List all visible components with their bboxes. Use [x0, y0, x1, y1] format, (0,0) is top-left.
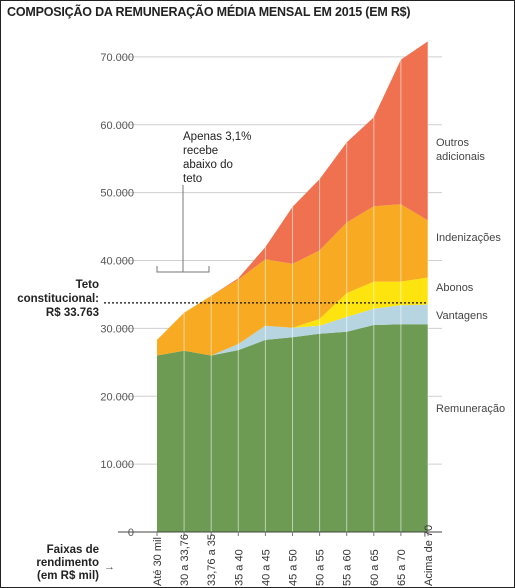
legend-outros-line1: Outros [436, 137, 470, 149]
ceiling-label-line2: constitucional: [17, 293, 99, 305]
legend-outros-line2: adicionais [436, 151, 485, 163]
x-tick-label: 30 a 33,76 [179, 534, 191, 586]
x-tick-label: 40 a 45 [260, 549, 272, 586]
annotation-line2: recebe [183, 145, 218, 157]
annotation-line1: Apenas 3,1% [183, 131, 251, 143]
x-tick-label: 65 a 70 [396, 549, 408, 586]
legend-vantagens: Vantagens [436, 310, 488, 322]
legend-remuneracao: Remuneração [436, 403, 505, 415]
y-tick-label: 50.000 [100, 188, 134, 200]
x-tick-label: 50 a 55 [315, 549, 327, 586]
x-tick-label: 60 a 65 [369, 549, 381, 586]
chart-title: COMPOSIÇÃO DA REMUNERAÇÃO MÉDIA MENSAL E… [7, 5, 411, 19]
y-tick-label: 60.000 [100, 120, 134, 132]
y-tick-label: 40.000 [100, 256, 134, 268]
x-tick-label: Acima de 70 [423, 525, 435, 586]
area-abonos [157, 277, 428, 356]
x-axis-label-line2: rendimento [36, 557, 99, 569]
x-tick-label: 35 a 40 [233, 549, 245, 586]
ceiling-label-line1: Teto [76, 279, 99, 291]
y-tick-label: 10.000 [100, 459, 134, 471]
legend-indenizacoes: Indenizações [436, 232, 501, 244]
y-tick-label: 30.000 [100, 323, 134, 335]
x-axis-label-line1: Faixas de [47, 544, 99, 556]
x-tick-label: 33,76 a 35 [206, 534, 218, 586]
y-tick-label: 70.000 [100, 52, 134, 64]
ceiling-label-line3: R$ 33.763 [46, 307, 99, 319]
legend-abonos: Abonos [436, 282, 474, 294]
x-axis-arrow-icon: → [104, 561, 115, 573]
x-tick-label: 45 a 50 [288, 549, 300, 586]
y-tick-label: 0 [128, 527, 134, 539]
y-tick-label: 20.000 [100, 391, 134, 403]
x-tick-label: Até 30 mil [152, 537, 164, 586]
annotation-line4: teto [183, 173, 202, 185]
annotation-line3: abaixo do [183, 159, 233, 171]
x-tick-label: 55 a 60 [342, 549, 354, 586]
x-axis-label-line3: (em R$ mil) [37, 570, 99, 582]
